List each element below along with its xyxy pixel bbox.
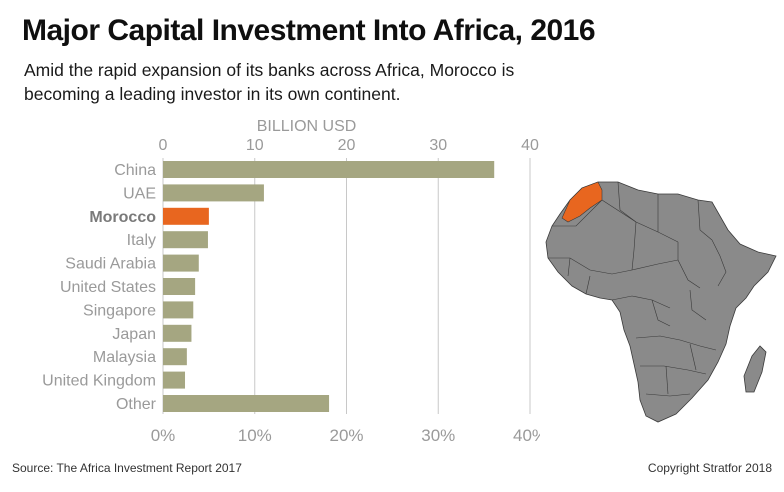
bar [163, 301, 194, 319]
category-label: Malaysia [93, 349, 156, 366]
morocco-highlight [561, 181, 603, 223]
bar [163, 395, 330, 412]
top-tick-label: 0 [159, 137, 168, 154]
bar [163, 348, 187, 366]
africa-map [545, 181, 777, 423]
bar [163, 278, 196, 295]
category-label: China [114, 162, 156, 179]
bar [163, 324, 192, 342]
category-label: Japan [112, 326, 156, 343]
category-label: United Kingdom [42, 373, 156, 390]
bottom-tick-label: 20% [329, 426, 363, 445]
bar [163, 254, 199, 272]
category-label: United States [60, 279, 156, 296]
bar [163, 184, 264, 202]
bar [163, 207, 209, 225]
bar [163, 231, 208, 249]
africa-landmass [545, 181, 777, 423]
category-label: UAE [123, 185, 156, 202]
bottom-tick-label: 10% [238, 426, 272, 445]
bottom-tick-label: 40% [513, 426, 540, 445]
category-label: Italy [127, 232, 156, 249]
category-label: Morocco [89, 209, 156, 226]
bar [163, 371, 186, 389]
bar-chart: BILLION USD 0 10 20 30 40 0% 10% 20% 30% 40% China U… [42, 118, 540, 445]
top-tick-label: 30 [429, 137, 447, 154]
top-tick-label: 10 [246, 137, 264, 154]
top-tick-label: 40 [521, 137, 539, 154]
country-borders [548, 181, 727, 397]
bottom-tick-label: 30% [421, 426, 455, 445]
category-label: Saudi Arabia [65, 256, 156, 273]
bottom-tick-label: 0% [151, 426, 176, 445]
copyright-note: Copyright Stratfor 2018 [647, 461, 772, 475]
source-note: Source: The Africa Investment Report 201… [12, 461, 242, 475]
bar [163, 161, 495, 178]
chart-title: Major Capital Investment Into Africa, 20… [22, 14, 596, 47]
top-tick-label: 20 [338, 137, 356, 154]
top-axis-label: BILLION USD [257, 118, 357, 135]
chart-subtitle: Amid the rapid expansion of its banks ac… [24, 60, 515, 104]
madagascar-landmass [743, 345, 767, 393]
category-label: Other [116, 396, 157, 413]
category-label: Singapore [83, 302, 156, 319]
